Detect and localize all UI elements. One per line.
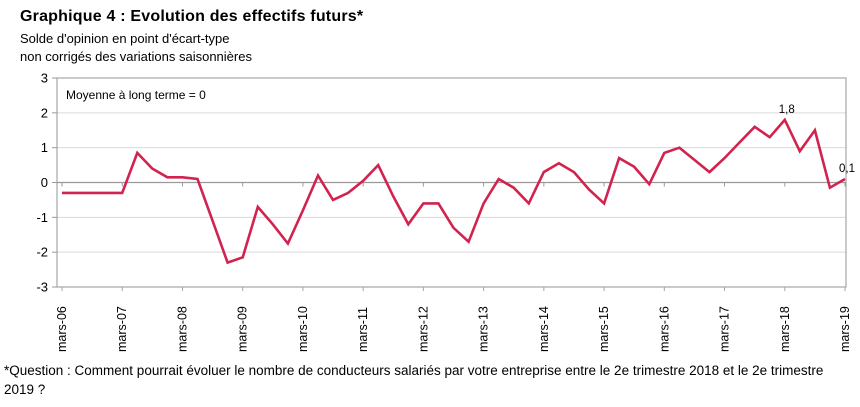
y-tick-label: -2 xyxy=(36,245,48,260)
x-tick-label: mars-16 xyxy=(657,306,671,352)
chart-subtitle-line1: Solde d'opinion en point d'écart-type xyxy=(20,31,230,46)
zero-axis xyxy=(57,181,846,187)
data-point-label: 0,1 xyxy=(839,163,855,175)
x-tick-label: mars-18 xyxy=(778,306,792,352)
y-tick-label: -1 xyxy=(36,210,48,225)
x-tick-label: mars-10 xyxy=(296,306,310,352)
x-tick-label: mars-14 xyxy=(537,306,551,352)
data-point-labels: 1,8 0,1 xyxy=(779,104,855,175)
y-tick-label: 3 xyxy=(41,71,48,86)
x-tick-label: mars-13 xyxy=(477,306,491,352)
series-line xyxy=(62,117,846,265)
x-tick-label: mars-19 xyxy=(838,306,852,352)
y-tick-label: 1 xyxy=(41,140,48,155)
y-tick-label: 0 xyxy=(41,175,48,190)
x-tick-label: mars-07 xyxy=(115,306,129,352)
y-tick-label: -3 xyxy=(36,280,48,295)
x-tick-label: mars-17 xyxy=(718,306,732,352)
data-point-label: 1,8 xyxy=(779,104,795,116)
long-term-mean-annotation: Moyenne à long terme = 0 xyxy=(66,88,206,102)
chart-title: Graphique 4 : Evolution des effectifs fu… xyxy=(20,8,364,25)
x-axis-labels: mars-06 mars-07 mars-08 mars-09 mars-10 mars-… xyxy=(55,287,852,352)
x-tick-label: mars-15 xyxy=(597,306,611,352)
y-tick-label: 2 xyxy=(41,105,48,120)
y-axis-labels: 3 2 1 0 -1 -2 -3 xyxy=(36,71,57,295)
chart-subtitle-line2: non corrigés des variations saisonnières xyxy=(20,49,252,64)
x-tick-label: mars-11 xyxy=(356,307,370,352)
x-tick-label: mars-06 xyxy=(55,306,69,352)
x-tick-label: mars-08 xyxy=(175,306,189,352)
footnote-question: *Question : Comment pourrait évoluer le … xyxy=(4,363,824,397)
x-tick-label: mars-12 xyxy=(416,306,430,352)
x-tick-label: mars-09 xyxy=(236,306,250,352)
grid-lines xyxy=(57,112,846,253)
